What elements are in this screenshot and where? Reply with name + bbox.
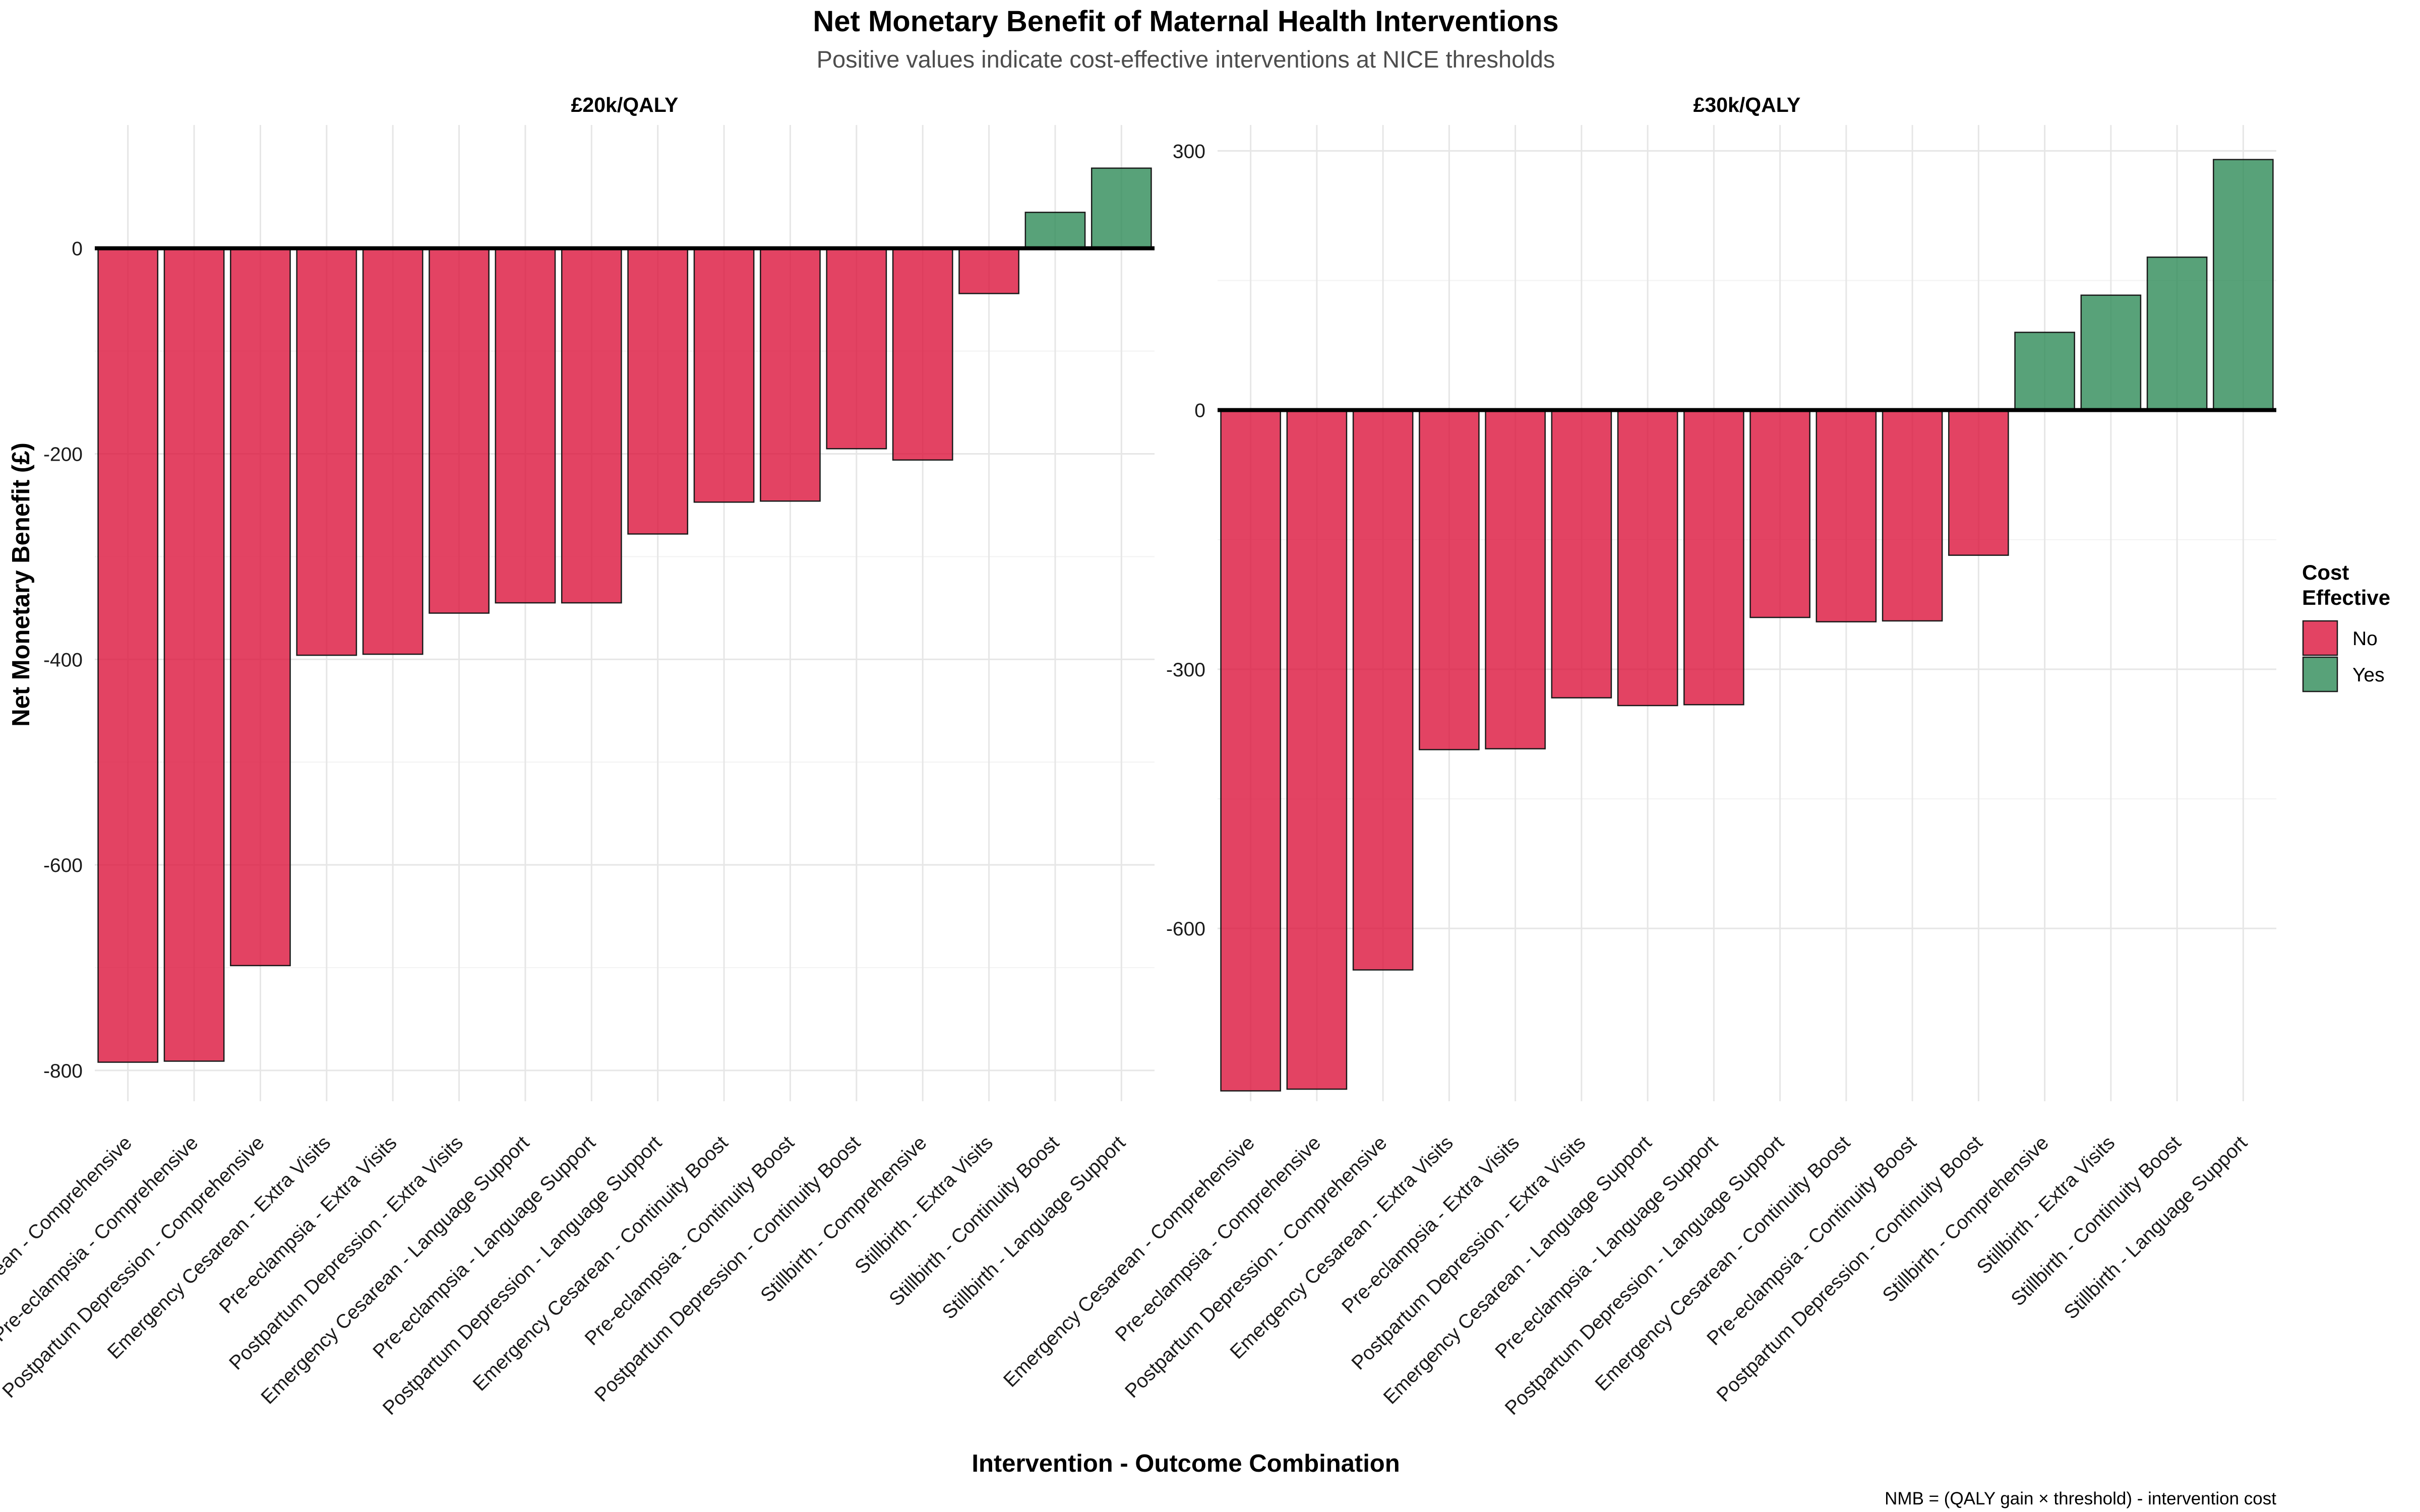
legend-title-line2: Effective bbox=[2302, 586, 2390, 609]
legend-label-no: No bbox=[2352, 628, 2378, 650]
bar-emergency-cesarean-language-support bbox=[1617, 409, 1678, 707]
bar-emergency-cesarean-language-support bbox=[495, 247, 556, 604]
bar-pre-eclampsia-extra-visits bbox=[362, 247, 424, 655]
chart-title: Net Monetary Benefit of Maternal Health … bbox=[813, 5, 1558, 38]
bar-pre-eclampsia-comprehensive bbox=[163, 247, 225, 1062]
bar-pre-eclampsia-comprehensive bbox=[1286, 409, 1348, 1090]
bar-stillbirth-comprehensive bbox=[2014, 332, 2075, 411]
bar-emergency-cesarean-continuity-boost bbox=[1816, 409, 1877, 622]
legend-title-line1: Cost bbox=[2302, 560, 2349, 584]
y-tick-label: -600 bbox=[43, 855, 83, 876]
bar-emergency-cesarean-extra-visits bbox=[296, 247, 357, 656]
y-tick-label: 300 bbox=[1173, 141, 1205, 162]
x-tick-label: Postpartum Depression - Extra Visits bbox=[1348, 1132, 1590, 1374]
legend: Cost Effective No Yes bbox=[2302, 560, 2390, 692]
x-tick-label: Postpartum Depression - Extra Visits bbox=[225, 1132, 467, 1374]
bar-stillbirth-continuity-boost bbox=[2146, 257, 2208, 411]
legend-key-no bbox=[2302, 620, 2338, 656]
x-axis-title: Intervention - Outcome Combination bbox=[972, 1450, 1400, 1477]
bar-emergency-cesarean-extra-visits bbox=[1419, 409, 1480, 750]
bar-postpartum-depression-language-support bbox=[1749, 409, 1810, 618]
y-tick-label: 0 bbox=[1194, 400, 1205, 422]
bar-stillbirth-extra-visits bbox=[958, 247, 1019, 294]
y-tick-label: -800 bbox=[43, 1060, 83, 1082]
bar-pre-eclampsia-continuity-boost bbox=[760, 247, 821, 502]
legend-label-yes: Yes bbox=[2352, 664, 2385, 686]
y-tick-label: -300 bbox=[1166, 659, 1205, 681]
bar-postpartum-depression-extra-visits bbox=[1551, 409, 1612, 699]
bar-pre-eclampsia-continuity-boost bbox=[1882, 409, 1943, 622]
bar-postpartum-depression-comprehensive bbox=[230, 247, 291, 967]
chart-subtitle: Positive values indicate cost-effective … bbox=[817, 46, 1555, 73]
bar-postpartum-depression-language-support bbox=[627, 247, 689, 535]
bar-postpartum-depression-comprehensive bbox=[1352, 409, 1414, 971]
bar-postpartum-depression-continuity-boost bbox=[826, 247, 887, 450]
bar-stillbirth-extra-visits bbox=[2080, 294, 2142, 411]
bar-emergency-cesarean-continuity-boost bbox=[693, 247, 755, 503]
panel-strip-label: £30k/QALY bbox=[1693, 93, 1801, 116]
bar-postpartum-depression-extra-visits bbox=[429, 247, 490, 614]
bar-stillbirth-continuity-boost bbox=[1024, 212, 1086, 249]
bar-emergency-cesarean-comprehensive bbox=[1220, 409, 1281, 1092]
bar-stillbirth-comprehensive bbox=[892, 247, 953, 461]
bar-pre-eclampsia-language-support bbox=[561, 247, 622, 604]
y-tick-label: -400 bbox=[43, 649, 83, 671]
y-tick-label: -600 bbox=[1166, 918, 1205, 940]
bar-stillbirth-language-support bbox=[2213, 159, 2274, 411]
bar-pre-eclampsia-language-support bbox=[1683, 409, 1744, 706]
legend-key-yes bbox=[2302, 656, 2338, 692]
bar-stillbirth-language-support bbox=[1091, 167, 1152, 249]
y-tick-label: -200 bbox=[43, 444, 83, 465]
y-axis-title: Net Monetary Benefit (£) bbox=[8, 443, 35, 727]
bar-pre-eclampsia-extra-visits bbox=[1485, 409, 1546, 749]
y-tick-label: 0 bbox=[72, 238, 83, 260]
bar-emergency-cesarean-comprehensive bbox=[97, 247, 159, 1063]
panel-strip-label: £20k/QALY bbox=[571, 93, 679, 116]
bar-postpartum-depression-continuity-boost bbox=[1948, 409, 2009, 556]
chart-caption: NMB = (QALY gain × threshold) - interven… bbox=[1885, 1489, 2276, 1508]
